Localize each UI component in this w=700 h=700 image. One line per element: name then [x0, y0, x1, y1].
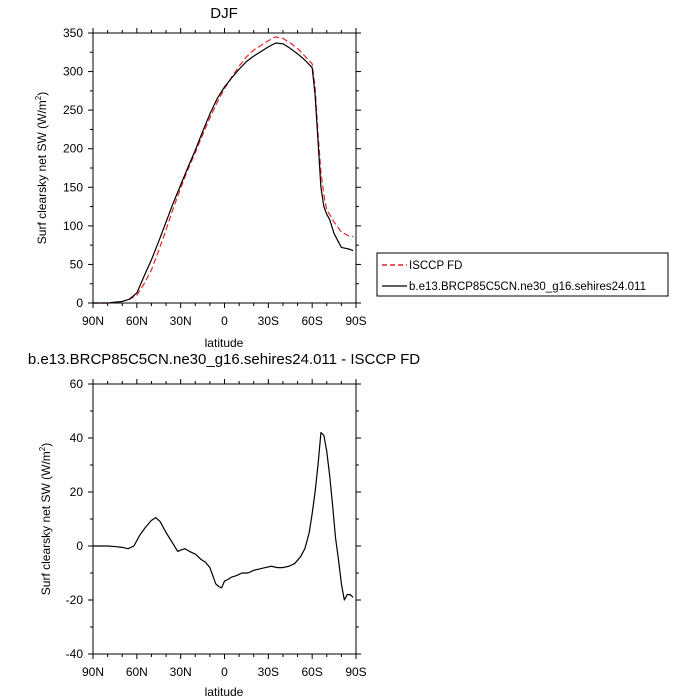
top-plot-frame: [92, 32, 357, 304]
top-x-tick-label: 30N: [170, 314, 192, 328]
bottom-y-tick-label: 40: [70, 431, 84, 445]
top-x-tick-label: 90N: [82, 314, 104, 328]
bottom-x-tick-label: 90S: [345, 665, 366, 679]
top-x-tick-label: 90S: [345, 314, 366, 328]
bottom-axis-ticks: 90N 60N 30N 0 30S 60S 90S -40 -20 0 20 40 60: [66, 377, 367, 679]
legend-box: [376, 252, 669, 297]
top-y-axis-label-end: ): [35, 92, 49, 96]
top-y-axis-label-main: Surf clearsky net SW (W/m: [35, 100, 49, 244]
top-y-tick-label: 50: [70, 257, 84, 271]
legend-label-isccp: ISCCP FD: [409, 260, 462, 272]
bottom-plot-frame: [92, 383, 357, 655]
top-y-axis-label-sup: 2: [34, 95, 43, 100]
bottom-chart: b.e13.BRCP85C5CN.ne30_g16.sehires24.011 …: [28, 351, 420, 699]
bottom-x-axis-label: latitude: [205, 685, 244, 699]
bottom-y-axis-label-main: Surf clearsky net SW (W/m: [39, 451, 53, 595]
top-chart: DJF 90N 60N 30N 0 30S 60S 90S 0 50 100 150 200 250 30…: [34, 5, 669, 350]
top-y-tick-label: 350: [63, 26, 83, 40]
top-y-tick-label: 100: [63, 219, 83, 233]
bottom-chart-title: b.e13.BRCP85C5CN.ne30_g16.sehires24.011 …: [28, 351, 420, 368]
top-series-line-0: [93, 36, 354, 304]
legend-label-model: b.e13.BRCP85C5CN.ne30_g16.sehires24.011: [409, 281, 646, 293]
top-series-lines: [93, 36, 354, 304]
top-y-tick-label: 200: [63, 142, 83, 156]
top-y-axis-label: Surf clearsky net SW (W/m2): [34, 92, 49, 244]
top-y-tick-label: 150: [63, 180, 83, 194]
bottom-x-tick-label: 0: [221, 665, 228, 679]
top-x-tick-label: 0: [221, 314, 228, 328]
top-x-axis-label: latitude: [205, 336, 244, 350]
top-x-tick-label: 60S: [301, 314, 322, 328]
bottom-series-lines: [93, 432, 354, 601]
top-y-tick-label: 250: [63, 103, 83, 117]
top-series-line-1: [93, 42, 354, 304]
bottom-x-tick-label: 60N: [126, 665, 148, 679]
bottom-y-tick-label: -20: [66, 593, 84, 607]
bottom-x-tick-label: 60S: [301, 665, 322, 679]
legend: ISCCP FD b.e13.BRCP85C5CN.ne30_g16.sehir…: [376, 252, 669, 297]
top-y-tick-label: 0: [76, 296, 83, 310]
top-y-tick-label: 300: [63, 65, 83, 79]
bottom-x-tick-label: 30S: [258, 665, 279, 679]
top-x-tick-label: 60N: [126, 314, 148, 328]
bottom-y-axis-label-sup: 2: [38, 446, 47, 451]
bottom-y-axis-label: Surf clearsky net SW (W/m2): [38, 443, 53, 595]
top-x-tick-label: 30S: [258, 314, 279, 328]
bottom-x-tick-label: 30N: [170, 665, 192, 679]
bottom-y-tick-label: 0: [76, 539, 83, 553]
bottom-y-axis-label-end: ): [39, 443, 53, 447]
bottom-series-line-0: [93, 432, 354, 601]
top-chart-title: DJF: [210, 5, 238, 22]
bottom-y-tick-label: 60: [70, 377, 84, 391]
top-axis-ticks: 90N 60N 30N 0 30S 60S 90S 0 50 100 150 200 250 300 350: [63, 26, 367, 328]
bottom-y-tick-label: -40: [66, 647, 84, 661]
bottom-y-tick-label: 20: [70, 485, 84, 499]
bottom-x-tick-label: 90N: [82, 665, 104, 679]
